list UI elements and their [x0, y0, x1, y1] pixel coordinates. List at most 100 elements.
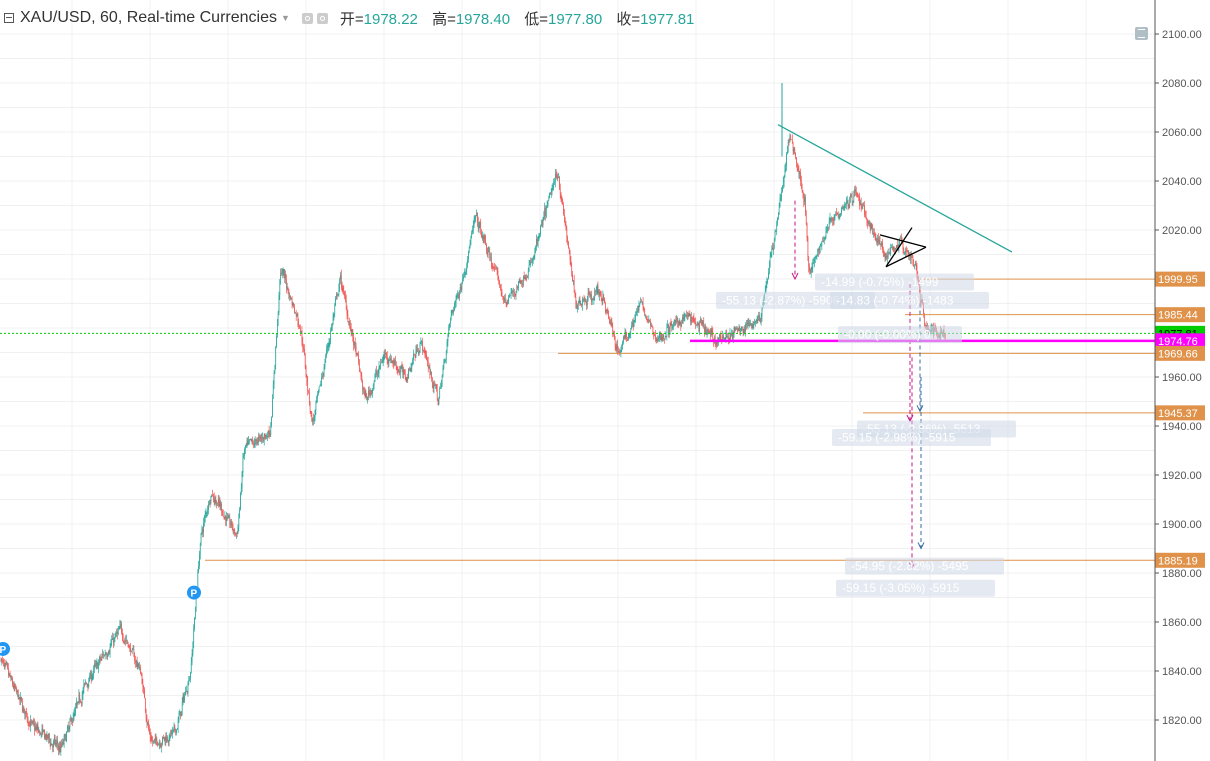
candle — [752, 324, 754, 329]
candle — [758, 315, 760, 319]
candle — [878, 240, 880, 243]
candle — [195, 597, 197, 610]
candle — [399, 370, 400, 374]
candle — [513, 291, 514, 292]
candle — [74, 711, 76, 714]
candle — [240, 493, 241, 510]
candle — [30, 720, 32, 722]
candle — [506, 302, 508, 305]
collapse-icon[interactable] — [4, 13, 14, 23]
candle — [182, 695, 184, 703]
candle — [262, 437, 263, 439]
candle — [860, 202, 862, 207]
candle — [118, 628, 120, 630]
candle — [370, 390, 372, 395]
candle — [449, 323, 450, 328]
candle — [0, 658, 2, 662]
candle — [38, 731, 40, 732]
price-axis[interactable]: 1999.951985.441977.811974.761969.661945.… — [1154, 0, 1210, 761]
candle — [213, 496, 215, 503]
candle — [552, 187, 554, 189]
candle — [459, 293, 460, 299]
candle — [507, 301, 509, 305]
candle — [149, 732, 151, 738]
candle — [163, 737, 165, 741]
candle — [491, 263, 493, 267]
candle — [172, 728, 174, 731]
candle — [312, 418, 313, 422]
candle — [591, 299, 593, 302]
candle — [555, 174, 557, 177]
candle — [134, 656, 136, 661]
candle — [735, 329, 737, 330]
candle — [407, 377, 409, 379]
candle — [648, 320, 650, 321]
candle — [173, 726, 175, 729]
candle — [835, 212, 837, 216]
candle — [190, 672, 191, 680]
candle — [390, 358, 392, 363]
candle — [675, 319, 677, 321]
candle — [127, 642, 129, 647]
candle — [672, 325, 673, 329]
candle — [330, 330, 331, 341]
candle — [153, 738, 155, 741]
candle — [413, 354, 414, 361]
measure-label: -14.99 (-0.75%) -1499 — [821, 275, 939, 289]
candle — [423, 349, 425, 351]
candle — [229, 517, 231, 524]
candle — [321, 377, 322, 383]
candle — [533, 255, 535, 258]
candle — [14, 685, 16, 688]
candle — [65, 735, 67, 742]
candle — [613, 332, 614, 333]
candle — [720, 335, 722, 341]
candle — [659, 332, 661, 340]
candle — [457, 294, 459, 296]
candle — [355, 346, 357, 355]
settings-icon[interactable] — [316, 12, 328, 24]
scale-toggle-icon[interactable] — [1135, 27, 1148, 40]
candle — [400, 366, 402, 369]
candle — [767, 279, 769, 281]
candle — [76, 702, 78, 704]
candle — [75, 707, 76, 712]
candle — [12, 678, 13, 685]
candle — [823, 240, 824, 242]
candle — [144, 698, 146, 711]
symbol-title[interactable]: XAU/USD, 60, Real-time Currencies — [20, 9, 277, 26]
candle — [582, 299, 583, 306]
candle — [446, 341, 448, 352]
candle — [636, 311, 637, 314]
chevron-down-icon[interactable]: ▼ — [280, 13, 290, 23]
visibility-icon[interactable] — [301, 12, 313, 24]
candle — [314, 409, 316, 418]
candle — [425, 354, 427, 356]
candle — [336, 294, 337, 299]
candle — [260, 437, 262, 439]
candle — [211, 494, 213, 496]
candle — [212, 494, 213, 496]
candle — [484, 236, 486, 238]
candle — [652, 326, 654, 334]
candle — [537, 239, 539, 244]
candle — [624, 331, 626, 339]
candle — [485, 237, 486, 245]
candle — [34, 724, 35, 731]
candle — [261, 438, 263, 440]
axis-tick-label: 1820.00 — [1162, 715, 1202, 727]
candle — [327, 346, 329, 348]
candle — [462, 278, 464, 283]
candle — [348, 321, 350, 323]
candle — [4, 663, 6, 667]
candle — [417, 348, 418, 352]
candle — [895, 248, 896, 250]
candle — [244, 449, 245, 456]
candle — [651, 324, 653, 327]
candle — [442, 368, 444, 376]
candle — [670, 323, 672, 326]
candle — [536, 238, 538, 244]
candle — [332, 316, 334, 324]
candle — [383, 355, 385, 360]
